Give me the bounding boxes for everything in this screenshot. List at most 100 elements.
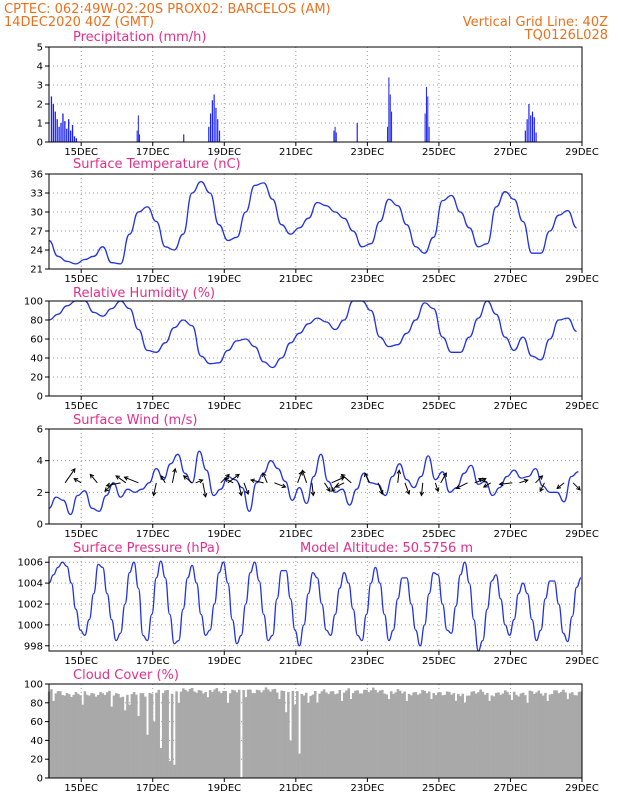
cloud-bar-208 [512, 691, 516, 778]
precip-bar-0-13 [75, 138, 78, 142]
cloud-bar-230 [562, 689, 565, 778]
cloud-bar-74 [213, 689, 216, 778]
wind-vector-head-24 [326, 487, 331, 493]
cloud-bar-39 [135, 694, 138, 778]
cloud-bar-100 [271, 689, 274, 778]
cloud-bar-80 [226, 702, 230, 778]
cloud-bar-75 [215, 688, 219, 778]
wind-xtick-25DEC: 25DEC [422, 529, 456, 540]
cloud-bar-17 [85, 694, 89, 778]
cloud-ytick-80: 80 [30, 698, 43, 709]
cloud-xtick-23DEC: 23DEC [351, 783, 385, 794]
cloud-bar-114 [302, 695, 306, 778]
wind-vector-head-39 [482, 483, 488, 488]
wind-vector-head-26 [331, 487, 336, 493]
cloud-bar-82 [231, 689, 234, 778]
pressure-title: Surface Pressure (hPa) [73, 541, 220, 556]
wind-vector-32 [404, 482, 410, 495]
cloud-bar-46 [150, 693, 154, 778]
cloud-bar-103 [278, 699, 281, 778]
precip-bar-0-2 [54, 111, 56, 142]
cloud-bar-196 [486, 692, 489, 778]
wind-vector-36 [456, 482, 468, 489]
cloud-bar-199 [492, 696, 496, 778]
cloud-bar-227 [555, 690, 558, 778]
cloud-bar-161 [407, 693, 411, 778]
precip-ytick-1: 1 [37, 119, 43, 130]
humidity-xtick-15DEC: 15DEC [64, 401, 98, 412]
pressure-ytick-998: 998 [24, 641, 43, 652]
chart-panels: 0 1 2 3 4 5 15DEC 17DEC 19DEC 21DEC 23DEC 25DEC 27DE… [18, 43, 599, 795]
wind-vector-6 [124, 476, 139, 484]
cloud-bar-123 [322, 689, 326, 778]
precip-bar-0-7 [64, 121, 66, 142]
cloud-bar-231 [564, 692, 567, 778]
cloud-bar-234 [571, 692, 574, 778]
cloud-ytick-60: 60 [30, 717, 43, 728]
cloud-bar-29 [112, 695, 116, 778]
precip-bar-0-3 [56, 119, 58, 142]
cloud-bar-206 [508, 694, 511, 778]
cloud-bar-63 [188, 688, 192, 778]
header-date: 14DEC2020 40Z (GMT) [4, 15, 154, 30]
cloud-bar-50 [159, 747, 163, 778]
cloud-bar-76 [217, 691, 221, 778]
cloud-bar-179 [448, 691, 451, 778]
wind-vector-22 [301, 470, 308, 483]
temp-xtick-27DEC: 27DEC [494, 274, 528, 285]
cloud-bar-126 [329, 691, 333, 778]
cloud-bar-55 [170, 693, 174, 778]
cloud-bar-127 [331, 691, 335, 778]
wind-ytick-6: 6 [37, 425, 43, 436]
cloud-bar-107 [287, 692, 290, 778]
cloud-ytick-40: 40 [30, 736, 43, 747]
cloud-bar-33 [121, 696, 125, 778]
cloud-bar-193 [479, 689, 482, 778]
wind-vector-45 [572, 482, 581, 491]
precip-bar-0-5 [60, 123, 62, 142]
precip-frame [48, 46, 583, 143]
cloud-bar-20 [92, 693, 96, 778]
precip-bar-8-3 [530, 115, 532, 142]
cloud-bar-90 [249, 689, 252, 778]
precip-xtick-21DEC: 21DEC [279, 147, 313, 158]
cloud-bar-218 [535, 692, 538, 778]
cloud-bar-54 [168, 761, 172, 778]
humidity-xtick-29DEC: 29DEC [565, 401, 599, 412]
temp-xtick-23DEC: 23DEC [351, 274, 385, 285]
precip-bar-6-2 [389, 94, 391, 142]
cloud-bar-120 [316, 702, 319, 778]
cloud-bar-121 [318, 693, 321, 778]
pressure-xtick-25DEC: 25DEC [422, 656, 456, 667]
cloud-bar-152 [387, 699, 391, 778]
wind-vector-head-10 [182, 475, 188, 480]
cloud-bar-106 [284, 712, 288, 778]
cloud-bar-18 [88, 695, 91, 778]
cloud-xtick-19DEC: 19DEC [207, 783, 241, 794]
cloud-bar-224 [548, 694, 552, 778]
cloud-bar-12 [74, 691, 78, 778]
precip-xtick-23DEC: 23DEC [351, 147, 385, 158]
cloud-bar-172 [432, 693, 435, 778]
cloud-xtick-17DEC: 17DEC [136, 783, 170, 794]
wind-vector-16 [238, 482, 242, 496]
cloud-bar-45 [148, 693, 152, 778]
cloud-bar-217 [533, 693, 536, 778]
cloud-bar-203 [501, 693, 505, 778]
cloud-bar-185 [461, 693, 465, 778]
cloud-bar-210 [517, 696, 520, 778]
wind-vector-head-33 [419, 491, 425, 497]
cloud-bar-41 [139, 693, 143, 778]
cloud-bar-8 [65, 693, 69, 778]
temp-title: Surface Temperature (nC) [73, 157, 241, 172]
cloud-bar-149 [381, 689, 384, 778]
cloud-bar-1 [50, 689, 53, 778]
wind-vector-head-7 [151, 491, 157, 497]
cloud-bar-5 [59, 691, 62, 778]
wind-vector-21 [297, 471, 303, 484]
wind-ytick-2: 2 [37, 488, 43, 499]
cloud-bar-147 [376, 692, 380, 778]
cloud-bar-91 [251, 693, 254, 778]
cloud-bar-73 [211, 691, 214, 778]
wind-vector-29 [364, 472, 370, 484]
